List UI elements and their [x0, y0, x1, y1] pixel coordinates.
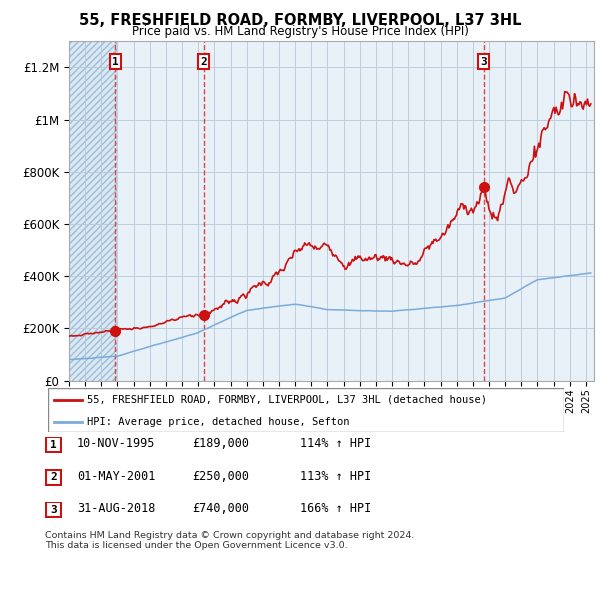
Text: 31-AUG-2018: 31-AUG-2018: [77, 502, 155, 515]
FancyBboxPatch shape: [46, 437, 61, 453]
FancyBboxPatch shape: [46, 470, 61, 485]
Text: 55, FRESHFIELD ROAD, FORMBY, LIVERPOOL, L37 3HL (detached house): 55, FRESHFIELD ROAD, FORMBY, LIVERPOOL, …: [86, 395, 487, 405]
Text: £250,000: £250,000: [192, 470, 249, 483]
Text: 113% ↑ HPI: 113% ↑ HPI: [300, 470, 371, 483]
Text: HPI: Average price, detached house, Sefton: HPI: Average price, detached house, Seft…: [86, 417, 349, 427]
FancyBboxPatch shape: [48, 388, 564, 432]
Text: 166% ↑ HPI: 166% ↑ HPI: [300, 502, 371, 515]
Text: Price paid vs. HM Land Registry's House Price Index (HPI): Price paid vs. HM Land Registry's House …: [131, 25, 469, 38]
Text: £189,000: £189,000: [192, 437, 249, 450]
FancyBboxPatch shape: [46, 502, 61, 517]
Text: Contains HM Land Registry data © Crown copyright and database right 2024.
This d: Contains HM Land Registry data © Crown c…: [45, 531, 415, 550]
Text: 3: 3: [480, 57, 487, 67]
Text: 1: 1: [112, 57, 119, 67]
Text: 2: 2: [200, 57, 207, 67]
Text: 10-NOV-1995: 10-NOV-1995: [77, 437, 155, 450]
Text: 114% ↑ HPI: 114% ↑ HPI: [300, 437, 371, 450]
Text: £740,000: £740,000: [192, 502, 249, 515]
Bar: [69, 41, 118, 381]
Text: 2: 2: [50, 473, 57, 482]
Text: 1: 1: [50, 440, 57, 450]
Text: 01-MAY-2001: 01-MAY-2001: [77, 470, 155, 483]
Text: 3: 3: [50, 505, 57, 514]
Text: 55, FRESHFIELD ROAD, FORMBY, LIVERPOOL, L37 3HL: 55, FRESHFIELD ROAD, FORMBY, LIVERPOOL, …: [79, 13, 521, 28]
